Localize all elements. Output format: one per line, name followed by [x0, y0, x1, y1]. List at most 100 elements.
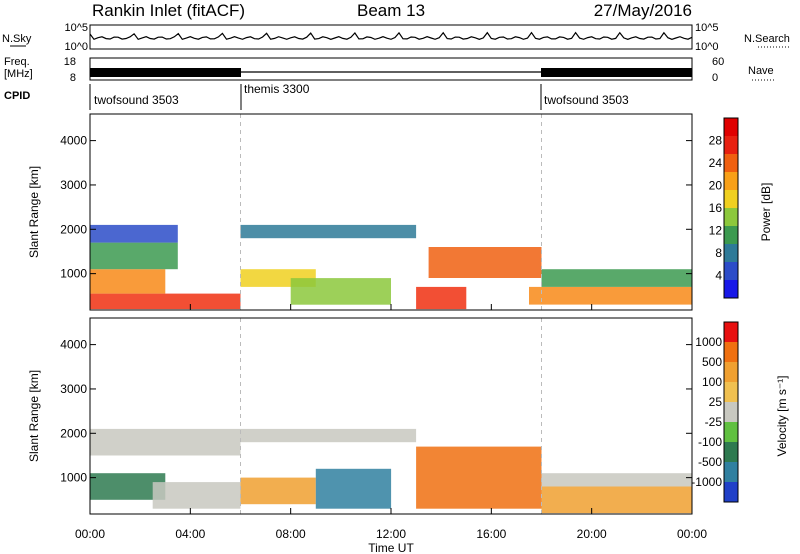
xtick-label-5: 20:00 — [577, 527, 607, 541]
power-band-6 — [290, 278, 391, 305]
velocity-heatmap — [90, 318, 692, 514]
velocity-cbar-tick-1: 500 — [702, 355, 722, 369]
power-heatmap — [90, 114, 692, 310]
velocity-band-3 — [240, 477, 316, 505]
time-axis-label: Time UT — [368, 541, 414, 554]
beam-title: Beam 13 — [357, 1, 425, 20]
power-band-1 — [90, 269, 166, 294]
velocity-ytick-label-1: 2000 — [60, 426, 87, 440]
nsky-label: N.Sky — [2, 33, 32, 45]
power-ylabel: Slant Range [km] — [27, 166, 41, 258]
velocity-cbar-tick-3: 25 — [709, 395, 723, 409]
power-band-5 — [240, 224, 417, 239]
nsearch-label: N.Search — [744, 33, 790, 45]
power-cbar-tick-4: 20 — [709, 179, 723, 193]
velocity-cbar-frame — [723, 321, 739, 503]
power-colorbar: 4 8 12 16 20 24 28 — [709, 117, 739, 299]
power-band-2 — [90, 242, 178, 270]
nave-tick-bottom: 0 — [712, 72, 718, 84]
cpid-label: CPID — [4, 90, 30, 102]
velocity-band-5 — [315, 468, 392, 509]
power-cbar-seg-2 — [724, 154, 738, 173]
velocity-band-8 — [541, 473, 692, 487]
power-cbar-seg-9 — [724, 280, 738, 299]
power-cbar-frame — [723, 117, 739, 299]
power-ytick-label-2: 3000 — [60, 178, 87, 192]
velocity-cbar-seg-7 — [724, 462, 738, 483]
velocity-colorbar: 1000 500 100 25 -25 -100 -500 -1000 — [691, 321, 739, 503]
power-cbar-seg-4 — [724, 190, 738, 209]
time-axis: 00:00 04:00 08:00 12:00 16:00 20:00 00:00 — [75, 304, 707, 541]
velocity-cbar-seg-5 — [724, 422, 738, 443]
power-cbar-seg-0 — [724, 118, 738, 137]
xtick-label-3: 12:00 — [376, 527, 406, 541]
date-title: 27/May/2016 — [594, 1, 692, 20]
power-y-axis: 1000 2000 3000 4000 — [60, 134, 692, 281]
velocity-cbar-tick-0: 1000 — [695, 335, 722, 349]
cpid-segment-1: twofsound 3503 — [94, 93, 179, 107]
velocity-colorbar-label: Velocity [m s⁻¹] — [775, 375, 789, 456]
power-band-0 — [90, 293, 241, 310]
velocity-cbar-tick-7: -1000 — [691, 475, 722, 489]
power-band-7 — [416, 286, 467, 310]
power-ytick-label-1: 2000 — [60, 222, 87, 236]
power-cbar-seg-8 — [724, 262, 738, 281]
velocity-band-7 — [541, 486, 692, 514]
freq-unit: [MHz] — [4, 68, 33, 80]
cpid-segment-2: themis 3300 — [244, 82, 310, 96]
power-band-9 — [529, 286, 692, 305]
freq-tick-top: 18 — [64, 56, 76, 68]
velocity-cbar-tick-6: -500 — [698, 455, 722, 469]
velocity-cbar-seg-0 — [724, 322, 738, 343]
power-cbar-seg-7 — [724, 244, 738, 263]
velocity-ytick-label-3: 4000 — [60, 338, 87, 352]
power-band-10 — [541, 269, 692, 287]
velocity-cbar-tick-2: 100 — [702, 375, 722, 389]
velocity-cbar-tick-4: -25 — [705, 415, 723, 429]
nsky-tick-top: 10^5 — [64, 22, 88, 34]
nsearch-tick-top: 10^5 — [695, 22, 719, 34]
nave-label: Nave — [748, 65, 774, 77]
power-cbar-seg-5 — [724, 208, 738, 227]
velocity-ylabel: Slant Range [km] — [27, 370, 41, 462]
power-cbar-tick-5: 24 — [709, 156, 723, 170]
power-cbar-tick-3: 16 — [709, 201, 723, 215]
cpid-segment-3: twofsound 3503 — [544, 93, 629, 107]
nsky-frame — [89, 24, 693, 50]
freq-block-2 — [541, 68, 692, 77]
power-ytick-label-3: 4000 — [60, 134, 87, 148]
velocity-band-6 — [416, 446, 542, 509]
nave-tick-top: 60 — [712, 56, 724, 68]
velocity-band-2 — [152, 482, 241, 509]
velocity-band-4 — [240, 428, 417, 443]
power-colorbar-label: Power [dB] — [759, 183, 773, 242]
velocity-cbar-seg-3 — [724, 382, 738, 403]
freq-label: Freq. — [4, 56, 30, 68]
xtick-label-2: 08:00 — [276, 527, 306, 541]
velocity-ytick-label-2: 3000 — [60, 382, 87, 396]
velocity-cbar-seg-8 — [724, 482, 738, 503]
xtick-label-0: 00:00 — [75, 527, 105, 541]
power-cbar-seg-1 — [724, 136, 738, 155]
velocity-cbar-tick-5: -100 — [698, 435, 722, 449]
xtick-label-6: 00:00 — [677, 527, 707, 541]
power-cbar-tick-0: 4 — [715, 269, 722, 283]
velocity-cbar-seg-4 — [724, 402, 738, 423]
power-band-3 — [90, 224, 178, 243]
velocity-cbar-seg-1 — [724, 342, 738, 363]
nsky-tick-bottom: 10^0 — [64, 41, 88, 53]
velocity-y-axis: 1000 2000 3000 4000 — [60, 338, 692, 485]
power-cbar-seg-6 — [724, 226, 738, 245]
freq-tick-bottom: 8 — [70, 72, 76, 84]
xtick-label-4: 16:00 — [476, 527, 506, 541]
velocity-ytick-label-0: 1000 — [60, 471, 87, 485]
power-band-8 — [428, 247, 542, 278]
nsky-series — [89, 31, 693, 41]
velocity-cbar-seg-6 — [724, 442, 738, 463]
power-cbar-tick-2: 12 — [709, 224, 723, 238]
nsearch-tick-bottom: 10^0 — [695, 41, 719, 53]
xtick-label-1: 04:00 — [175, 527, 205, 541]
power-cbar-tick-6: 28 — [709, 134, 723, 148]
power-cbar-tick-1: 8 — [715, 246, 722, 260]
power-cbar-seg-3 — [724, 172, 738, 191]
